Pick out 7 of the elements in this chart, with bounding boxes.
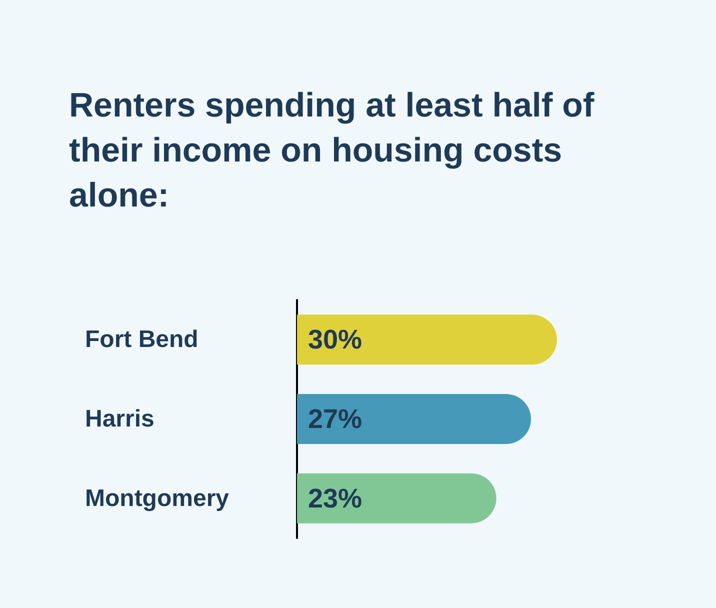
y-tick-label: Fort Bend (85, 326, 198, 354)
chart-title: Renters spending at least half of their income on housing costs alone: (69, 86, 604, 214)
data-label: 27% (308, 404, 362, 434)
y-tick-label: Harris (85, 406, 154, 432)
y-tick-label: Montgomery (85, 484, 230, 512)
data-label: 30% (308, 324, 362, 355)
data-label: 23% (308, 483, 362, 514)
